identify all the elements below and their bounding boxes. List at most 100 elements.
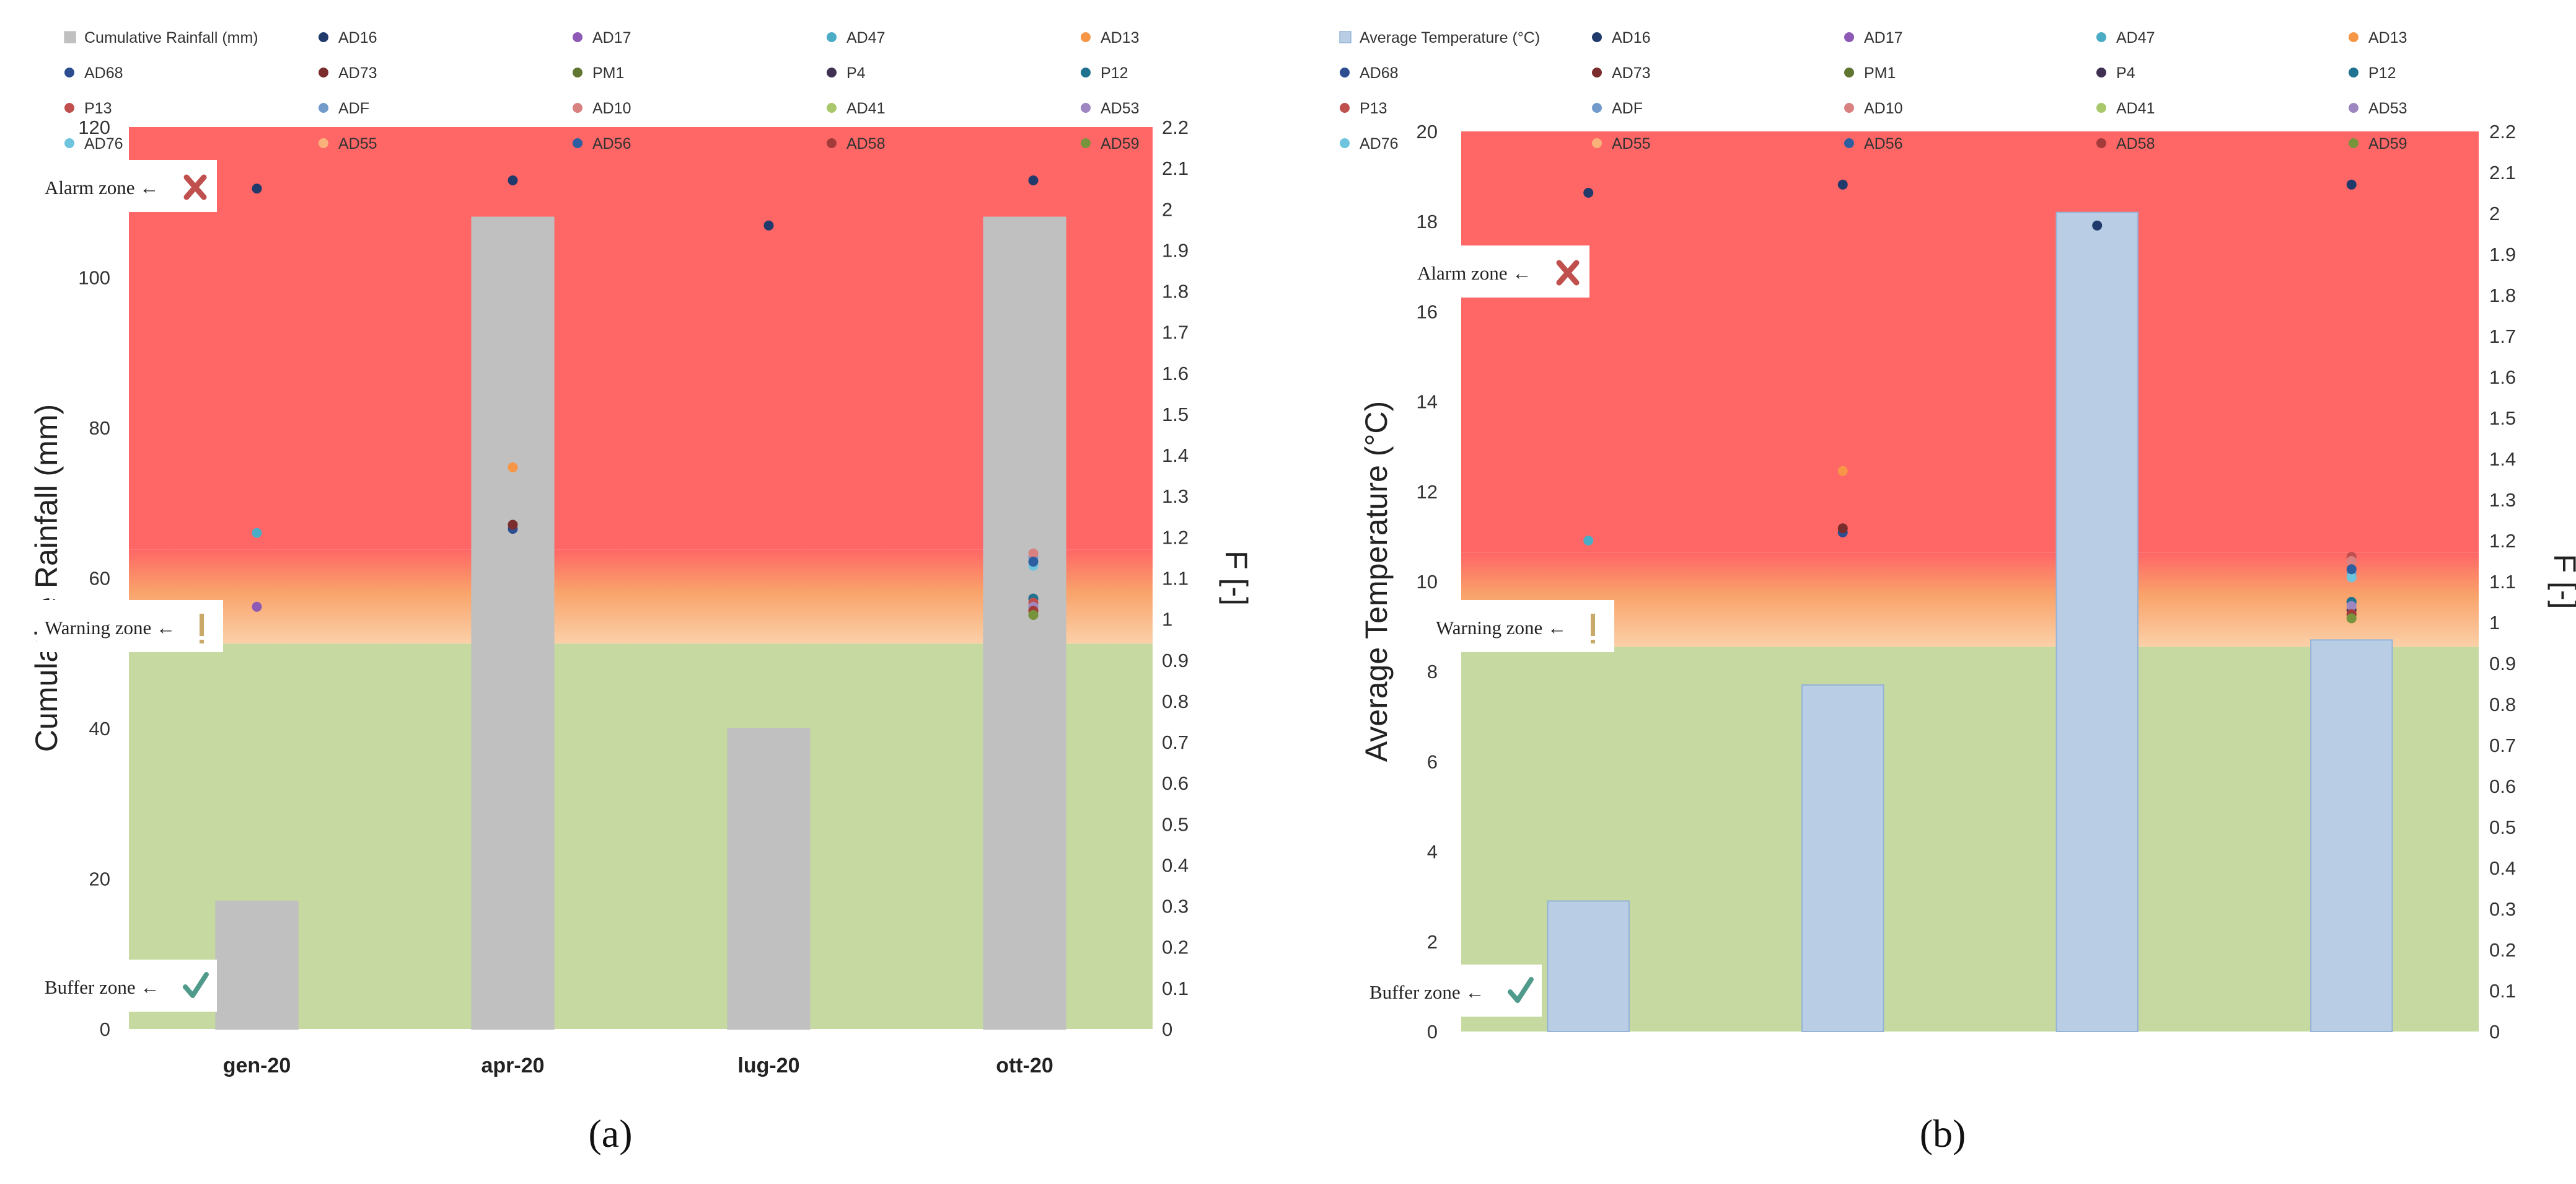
warning-zone-label: Warning zone ← — [1428, 600, 1614, 652]
legend-label: AD55 — [338, 135, 377, 152]
legend-swatch — [2096, 138, 2106, 148]
legend-swatch — [827, 138, 837, 148]
point-ad73-1 — [1837, 523, 1848, 534]
warning-zone-label-box — [37, 600, 223, 652]
legend-label: AD10 — [1864, 100, 1903, 117]
legend-swatch — [573, 68, 582, 77]
legend-label: AD58 — [2116, 135, 2155, 152]
legend-swatch — [573, 32, 582, 42]
legend-swatch — [827, 103, 837, 113]
legend-swatch — [319, 138, 328, 148]
y-axis-title: Average Temperature (°C) — [1359, 401, 1394, 762]
legend-swatch — [1081, 138, 1091, 148]
y2-tick-label: 1.1 — [1162, 568, 1189, 590]
check-mark-icon — [183, 972, 209, 998]
y-tick-label: 12 — [1417, 481, 1438, 503]
y2-tick-label: 0.2 — [1162, 937, 1189, 958]
legend-swatch — [2096, 32, 2106, 42]
legend-label: AD13 — [1101, 29, 1140, 46]
legend-swatch — [1592, 68, 1602, 77]
legend-label: ADF — [338, 100, 369, 117]
legend-swatch — [2349, 138, 2358, 148]
bar-ott-20 — [983, 216, 1066, 1030]
x-tick-label: apr-20 — [481, 1054, 544, 1077]
y2-tick-label: 1.3 — [2489, 489, 2516, 511]
legend-swatch — [64, 68, 74, 77]
legend-swatch — [1844, 138, 1854, 148]
legend-label: AD56 — [1864, 135, 1903, 152]
y2-tick-label: 0.6 — [2489, 775, 2516, 797]
y2-tick-label: 0.8 — [2489, 694, 2516, 715]
chart-panel-b: 0246810121416182000.10.20.30.40.50.60.70… — [1339, 29, 2576, 1155]
warning-zone-label-box — [1428, 600, 1614, 652]
legend-swatch — [64, 103, 74, 113]
y2-tick-label: 2.1 — [1162, 157, 1189, 179]
legend-label: AD16 — [338, 29, 377, 46]
legend-label: AD41 — [2116, 100, 2155, 117]
point-ad16-3 — [2346, 179, 2357, 190]
y2-tick-label: 1.8 — [1162, 281, 1189, 303]
y2-tick-label: 1.4 — [2489, 448, 2516, 470]
y2-tick-label: 1.6 — [1162, 363, 1189, 384]
legend-swatch — [319, 103, 328, 113]
y-tick-label: 14 — [1417, 391, 1438, 413]
point-ad16-2 — [2092, 220, 2103, 231]
legend-swatch — [827, 32, 837, 42]
buffer-zone-band — [1461, 647, 2479, 1032]
legend-swatch — [1081, 68, 1091, 77]
panel-label: (a) — [588, 1111, 632, 1155]
legend-label: P12 — [1101, 64, 1128, 82]
point-ad10-3 — [1028, 548, 1039, 559]
y-tick-label: 6 — [1427, 751, 1438, 772]
buffer-zone-label: Buffer zone ← — [1362, 965, 1542, 1017]
y2-tick-label: 1.7 — [1162, 322, 1189, 343]
point-ad73-1 — [508, 519, 518, 530]
y2-axis-title: F [-] — [1219, 550, 1254, 606]
y2-tick-label: 0.5 — [2489, 816, 2516, 838]
point-ad47-0 — [252, 528, 262, 538]
legend-swatch — [1592, 103, 1602, 113]
legend-swatch — [1844, 32, 1854, 42]
point-ad13-1 — [508, 462, 518, 472]
point-ad76-3 — [2346, 572, 2357, 583]
panel-label: (b) — [1920, 1111, 1966, 1155]
y2-tick-label: 1 — [1162, 609, 1172, 630]
legend-swatch — [1844, 68, 1854, 77]
y2-tick-label: 1.5 — [1162, 404, 1189, 425]
y-tick-label: 60 — [89, 568, 110, 590]
y-tick-label: 4 — [1427, 841, 1438, 863]
legend-label: Cumulative Rainfall (mm) — [84, 29, 258, 46]
point-ad16-3 — [1028, 175, 1039, 185]
y2-tick-label: 0.4 — [2489, 857, 2516, 879]
y-tick-label: 10 — [1417, 571, 1438, 593]
legend-swatch — [2349, 68, 2358, 77]
legend-label: AD55 — [1612, 135, 1651, 152]
legend-swatch — [1340, 68, 1350, 77]
y2-tick-label: 1.2 — [2489, 530, 2516, 552]
exclamation-icon — [1591, 614, 1595, 636]
y-tick-label: 100 — [78, 267, 110, 289]
exclamation-dot-icon — [1591, 640, 1595, 643]
y-tick-label: 8 — [1427, 661, 1438, 683]
point-ad10-3 — [2346, 556, 2357, 566]
legend-label: AD53 — [1101, 100, 1140, 117]
bar-cat-1 — [1801, 684, 1884, 1032]
legend-swatch — [1339, 31, 1352, 43]
buffer-zone-label: Buffer zone ← — [37, 960, 217, 1012]
legend-label: AD47 — [846, 29, 886, 46]
y2-tick-label: 2.2 — [1162, 117, 1189, 138]
y-tick-label: 0 — [100, 1018, 110, 1040]
warning-zone-band — [129, 549, 1153, 644]
warning-zone-label: Warning zone ← — [37, 600, 223, 652]
legend-label: Average Temperature (°C) — [1360, 29, 1540, 46]
alarm-zone-label-box — [1410, 245, 1589, 298]
y2-tick-label: 0.5 — [1162, 813, 1189, 835]
legend-swatch — [1081, 103, 1091, 113]
legend-label: AD56 — [592, 135, 631, 152]
legend-label: AD59 — [2368, 135, 2407, 152]
legend-label: PM1 — [592, 64, 624, 82]
x-tick-label: lug-20 — [737, 1054, 799, 1077]
point-ad17-0 — [252, 601, 262, 612]
